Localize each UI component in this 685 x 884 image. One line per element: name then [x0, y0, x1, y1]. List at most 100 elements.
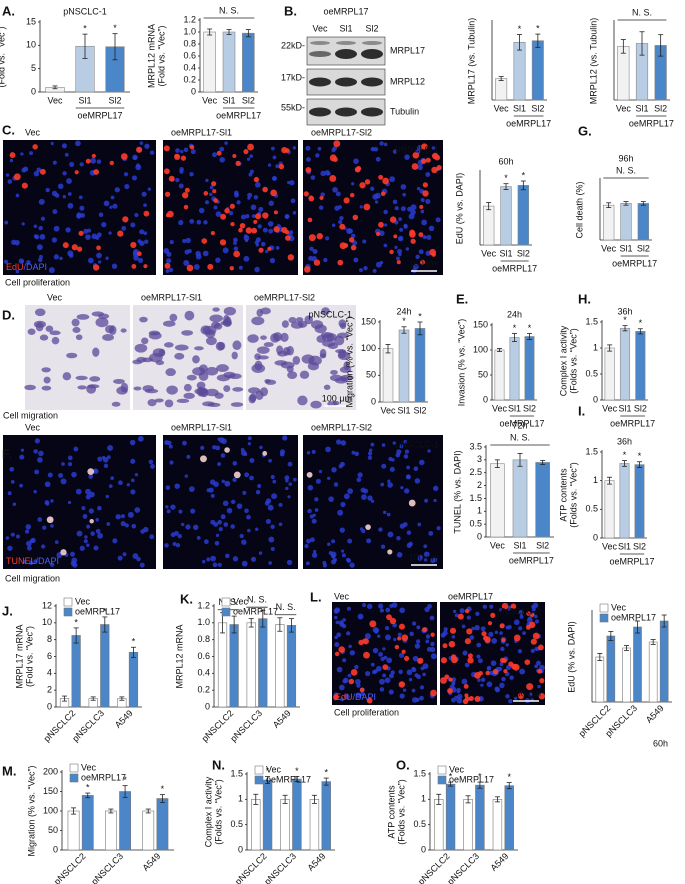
nucleus — [443, 627, 448, 632]
nucleus — [257, 484, 262, 488]
nucleus — [236, 503, 243, 509]
nucleus — [334, 607, 341, 613]
nucleus — [189, 218, 195, 224]
chart-title: pNSCLC-1 — [63, 6, 107, 16]
stained-nucleus — [526, 683, 534, 691]
bar — [602, 204, 615, 241]
significance: * — [266, 766, 270, 776]
ns-label: N. S. — [247, 595, 267, 605]
nucleus — [292, 211, 297, 215]
nucleus — [132, 553, 139, 560]
condition-label: oeMRPL17-Sl2 — [311, 127, 372, 137]
nucleus — [418, 459, 425, 466]
nucleus — [268, 458, 272, 463]
nucleus — [134, 212, 139, 218]
y-tick-label: 0.2 — [197, 685, 210, 695]
stained-nucleus — [485, 670, 491, 676]
nucleus — [57, 183, 64, 190]
nucleus — [427, 449, 431, 453]
nucleus — [241, 560, 248, 567]
nucleus — [337, 509, 344, 516]
nucleus — [534, 619, 540, 624]
cell — [174, 344, 189, 351]
legend-label: Vec — [81, 762, 97, 772]
nucleus — [429, 646, 436, 653]
nucleus — [364, 633, 371, 640]
scale-label: 100 μm — [511, 688, 541, 698]
x-tick-label: Sl2 — [517, 248, 530, 258]
y-axis-label: MRPL12 mRNA — [146, 24, 156, 88]
nucleus — [58, 473, 64, 478]
stained-nucleus — [143, 264, 148, 269]
stained-nucleus — [530, 638, 537, 645]
nucleus — [327, 542, 331, 546]
nucleus — [420, 209, 425, 214]
nucleus — [342, 658, 347, 663]
bar — [604, 347, 615, 401]
stained-nucleus — [258, 247, 264, 253]
nucleus — [136, 163, 140, 168]
nucleus — [130, 458, 136, 464]
y-axis-label: MRPL17 (vs. Tubulin) — [466, 18, 476, 105]
stained-nucleus — [487, 621, 493, 626]
blot-band — [309, 107, 331, 117]
y-axis-label: EdU (% vs. DAPI) — [566, 621, 576, 693]
cell — [270, 333, 280, 343]
nucleus — [385, 626, 390, 631]
nucleus — [234, 192, 239, 198]
stained-nucleus — [425, 157, 431, 163]
x-tick-label: Vec — [481, 248, 497, 258]
nucleus — [112, 538, 118, 544]
nucleus — [88, 508, 94, 514]
panel-letter: E. — [456, 291, 468, 306]
legend-label: Vec — [611, 602, 627, 612]
nucleus — [21, 222, 25, 226]
blot-band — [361, 77, 383, 87]
stained-nucleus — [122, 216, 129, 223]
stained-nucleus — [307, 217, 313, 223]
cell — [322, 340, 336, 347]
nucleus — [93, 545, 99, 551]
stained-nucleus — [352, 214, 359, 221]
stained-nucleus — [278, 163, 285, 170]
nucleus — [387, 482, 393, 488]
y-tick-label: 0.5 — [469, 519, 482, 529]
nucleus — [255, 243, 259, 247]
y-axis-label: TUNEL (% vs. DAPI) — [452, 450, 462, 533]
x-tick-label: Vec — [492, 403, 508, 413]
cell — [192, 367, 206, 376]
nucleus — [50, 141, 54, 146]
nucleus — [275, 246, 280, 250]
y-tick-label: 0 — [593, 394, 598, 404]
cell — [166, 385, 178, 395]
stained-nucleus — [183, 204, 189, 210]
nucleus — [305, 145, 311, 151]
nucleus — [166, 509, 171, 514]
nucleus — [257, 224, 262, 229]
nucleus — [209, 192, 213, 197]
nucleus — [250, 204, 257, 211]
nucleus — [141, 191, 147, 197]
bar — [494, 349, 505, 401]
nucleus — [469, 635, 475, 640]
stain-part: /DAPI — [353, 692, 377, 702]
y-tick-label: 1.5 — [413, 768, 426, 778]
stained-nucleus — [109, 160, 114, 166]
stained-nucleus — [71, 244, 78, 251]
panel-letter: A. — [2, 3, 15, 18]
condition-label: Vec — [47, 292, 63, 302]
nucleus — [193, 264, 200, 270]
nucleus — [109, 205, 113, 209]
stained-nucleus — [503, 669, 508, 674]
nucleus — [338, 620, 344, 626]
stained-nucleus — [308, 234, 316, 242]
nucleus — [312, 248, 318, 255]
bar — [434, 799, 444, 851]
blot-band — [309, 51, 331, 57]
stain-label: TUNEL/DAPI — [6, 556, 59, 566]
bar — [229, 624, 239, 708]
nucleus — [334, 642, 340, 648]
bar — [617, 46, 630, 101]
nucleus — [332, 186, 338, 193]
blot-band — [336, 41, 356, 45]
